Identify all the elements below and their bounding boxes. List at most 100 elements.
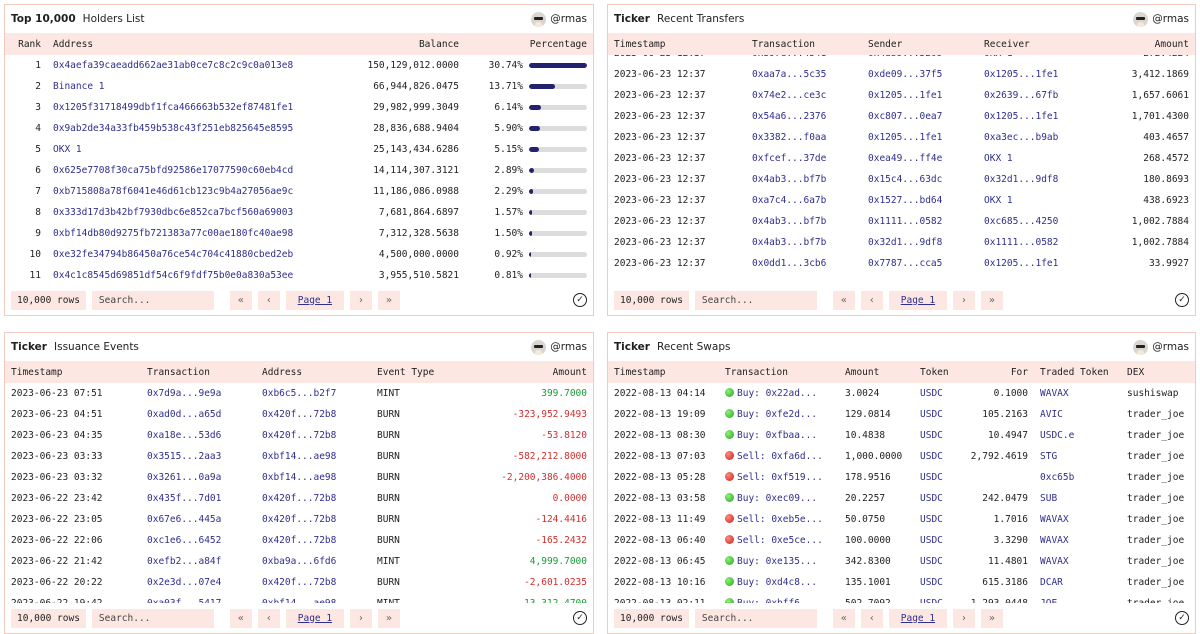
address-link[interactable]: 0xbf14db80d9275fb721383a77c00ae180fc40ae… <box>53 228 294 239</box>
table-row[interactable]: 2022-08-13 03:58 Buy: 0xec09... 20.2257 USD… <box>608 488 1195 509</box>
traded-token-link[interactable]: 0xc65b <box>1040 472 1075 483</box>
table-body[interactable]: 1 0x4aefa39caeadd662ae31ab0ce7c8c2c9c0a01… <box>5 55 593 287</box>
col-percentage[interactable]: Percentage <box>529 38 587 50</box>
table-row[interactable]: 2023-06-23 12:370x397d...45410x4ab9...52… <box>608 55 1195 64</box>
token-link[interactable]: USDC <box>920 514 943 525</box>
table-row[interactable]: 2023-06-23 12:37 0xa7c4...6a7b 0x1527...bd… <box>608 190 1195 211</box>
receiver-link[interactable]: 0xc685...4250 <box>984 216 1059 227</box>
token-link[interactable]: USDC <box>920 556 943 567</box>
prev-page-button[interactable]: ‹ <box>257 290 280 310</box>
table-row[interactable]: 4 0x9ab2de34a33fb459b538c43f251eb825645e8… <box>5 118 593 139</box>
next-page-button[interactable]: › <box>952 608 975 628</box>
search-input[interactable]: Search... <box>91 290 214 310</box>
address-link[interactable]: Binance 1 <box>53 81 105 92</box>
page-indicator[interactable]: Page 1 <box>285 290 344 310</box>
address-link[interactable]: 0xb715808a78f6041e46d61cb123c9b4a27056ae… <box>53 186 294 197</box>
address-link[interactable]: 0x420f...72b8 <box>262 430 337 441</box>
sender-link[interactable]: 0xde09...37f5 <box>868 69 943 80</box>
traded-token-link[interactable]: DCAR <box>1040 577 1063 588</box>
table-row[interactable]: 2023-06-22 21:42 0xefb2...a84f 0xba9a...6f… <box>5 551 593 572</box>
col-traded-token[interactable]: Traded Token <box>1040 366 1109 378</box>
receiver-link[interactable]: 0xa3ec...b9ab <box>984 132 1059 143</box>
transaction-cell[interactable]: Sell: 0xeb5e... <box>719 514 839 525</box>
transaction-link[interactable]: 0xaa7a...5c35 <box>752 69 827 80</box>
transaction-link[interactable]: 0x74e2...ce3c <box>752 90 827 101</box>
table-row[interactable]: 5 OKX 1 25,143,434.6286 5.15% <box>5 139 593 160</box>
transaction-link[interactable]: Sell: 0xeb5e... <box>737 514 823 525</box>
traded-token-link[interactable]: AVIC <box>1040 409 1063 420</box>
transaction-link[interactable]: 0x3261...0a9a <box>147 472 222 483</box>
table-row[interactable]: 2023-06-23 04:35 0xa18e...53d6 0x420f...72… <box>5 425 593 446</box>
address-link[interactable]: 0x420f...72b8 <box>262 535 337 546</box>
col-token[interactable]: Token <box>920 366 949 378</box>
table-row[interactable]: 2023-06-23 12:37 0xfcef...37de 0xea49...ff… <box>608 148 1195 169</box>
transaction-link[interactable]: 0x4ab3...bf7b <box>752 216 827 227</box>
transaction-link[interactable]: Buy: 0xbff6... <box>737 598 818 605</box>
token-link[interactable]: USDC <box>920 451 943 462</box>
first-page-button[interactable]: « <box>832 290 855 310</box>
transaction-link[interactable]: 0x435f...7d01 <box>147 493 222 504</box>
search-input[interactable]: Search... <box>91 608 214 628</box>
table-row[interactable]: 2022-08-13 06:40 Sell: 0xe5ce... 100.0000 U… <box>608 530 1195 551</box>
traded-token-link[interactable]: WAVAX <box>1040 535 1069 546</box>
address-link[interactable]: 0x333d17d3b42bf7930dbc6e852ca7bcf560a690… <box>53 207 294 218</box>
table-row[interactable]: 2023-06-22 23:05 0x67e6...445a 0x420f...72… <box>5 509 593 530</box>
search-input[interactable]: Search... <box>694 290 817 310</box>
address-link[interactable]: 0xb6c5...b2f7 <box>262 388 337 399</box>
table-row[interactable]: 2022-08-13 04:14 Buy: 0x22ad... 3.0024 USDC… <box>608 383 1195 404</box>
transaction-link[interactable]: Buy: 0xe135... <box>737 556 818 567</box>
address-link[interactable]: 0x420f...72b8 <box>262 493 337 504</box>
table-row[interactable]: 2022-08-13 08:30 Buy: 0xfbaa... 10.4838 USD… <box>608 425 1195 446</box>
first-page-button[interactable]: « <box>229 290 252 310</box>
prev-page-button[interactable]: ‹ <box>860 290 883 310</box>
address-link[interactable]: 0xe32fe34794b86450a76ce54c704c41880cbed2… <box>53 249 294 260</box>
sender-link[interactable]: 0x1205...1fe1 <box>868 90 943 101</box>
transaction-link[interactable]: Buy: 0x22ad... <box>737 388 818 399</box>
transaction-link[interactable]: 0xa18e...53d6 <box>147 430 222 441</box>
table-row[interactable]: 2022-08-13 10:16 Buy: 0xd4c8... 135.1001 US… <box>608 572 1195 593</box>
table-row[interactable]: 2023-06-22 19:42 0xa03f...5417 0xbf14...ae… <box>5 593 593 605</box>
address-link[interactable]: OKX 1 <box>53 144 82 155</box>
receiver-link[interactable]: 0x1205...1fe1 <box>984 111 1059 122</box>
transaction-link[interactable]: 0xfcef...37de <box>752 153 827 164</box>
table-row[interactable]: 2023-06-23 12:37 0x3382...f0aa 0x1205...1f… <box>608 127 1195 148</box>
address-link[interactable]: 0xbf14...ae98 <box>262 598 337 605</box>
sender-link[interactable]: 0x1205...1fe1 <box>868 132 943 143</box>
table-body[interactable]: 2023-06-23 12:370x397d...45410x4ab9...52… <box>608 55 1195 287</box>
transaction-link[interactable]: 0xefb2...a84f <box>147 556 222 567</box>
token-link[interactable]: USDC <box>920 577 943 588</box>
transaction-cell[interactable]: Buy: 0xe135... <box>719 556 839 567</box>
prev-page-button[interactable]: ‹ <box>257 608 280 628</box>
col-timestamp[interactable]: Timestamp <box>11 366 63 378</box>
transaction-link[interactable]: 0x7d9a...9e9a <box>147 388 222 399</box>
transaction-link[interactable]: 0x67e6...445a <box>147 514 222 525</box>
col-address[interactable]: Address <box>53 38 94 50</box>
table-row[interactable]: 2023-06-23 12:37 0x4ab3...bf7b 0x1111...05… <box>608 211 1195 232</box>
table-row[interactable]: 3 0x1205f31718499dbf1fca466663b532ef87481… <box>5 97 593 118</box>
user-badge[interactable]: @rmas <box>1133 339 1189 355</box>
col-transaction[interactable]: Transaction <box>725 366 788 378</box>
address-link[interactable]: 0x9ab2de34a33fb459b538c43f251eb825645e85… <box>53 123 294 134</box>
user-badge[interactable]: @rmas <box>531 11 587 27</box>
transaction-cell[interactable]: Buy: 0xd4c8... <box>719 577 839 588</box>
receiver-link[interactable]: 0x1205...1fe1 <box>984 69 1059 80</box>
table-row[interactable]: 6 0x625e7708f30ca75bfd92586e17077590c60eb… <box>5 160 593 181</box>
traded-token-link[interactable]: WAVAX <box>1040 388 1069 399</box>
receiver-link[interactable]: 0x1111...0582 <box>984 237 1059 248</box>
table-row[interactable]: 2023-06-23 12:37 0x4ab3...bf7b 0x15c4...63… <box>608 169 1195 190</box>
receiver-link[interactable]: OKX 1 <box>978 55 1088 59</box>
table-row[interactable]: 2023-06-23 03:32 0x3261...0a9a 0xbf14...ae… <box>5 467 593 488</box>
table-body[interactable]: 2023-06-23 07:51 0x7d9a...9e9a 0xb6c5...b2… <box>5 383 593 605</box>
transaction-link[interactable]: 0xa03f...5417 <box>147 598 222 605</box>
table-row[interactable]: 2023-06-23 03:33 0x3515...2aa3 0xbf14...ae… <box>5 446 593 467</box>
transaction-link[interactable]: 0x3382...f0aa <box>752 132 827 143</box>
table-row[interactable]: 2023-06-23 12:37 0x74e2...ce3c 0x1205...1f… <box>608 85 1195 106</box>
address-link[interactable]: 0x1205f31718499dbf1fca466663b532ef87481f… <box>53 102 294 113</box>
transaction-cell[interactable]: Buy: 0xfbaa... <box>719 430 839 441</box>
table-row[interactable]: 2022-08-13 11:49 Sell: 0xeb5e... 50.0750 US… <box>608 509 1195 530</box>
address-link[interactable]: 0xbf14...ae98 <box>262 451 337 462</box>
col-event-type[interactable]: Event Type <box>377 366 435 378</box>
address-link[interactable]: 0x420f...72b8 <box>262 514 337 525</box>
page-indicator[interactable]: Page 1 <box>285 608 344 628</box>
table-row[interactable]: 10 0xe32fe34794b86450a76ce54c704c41880cbe… <box>5 244 593 265</box>
